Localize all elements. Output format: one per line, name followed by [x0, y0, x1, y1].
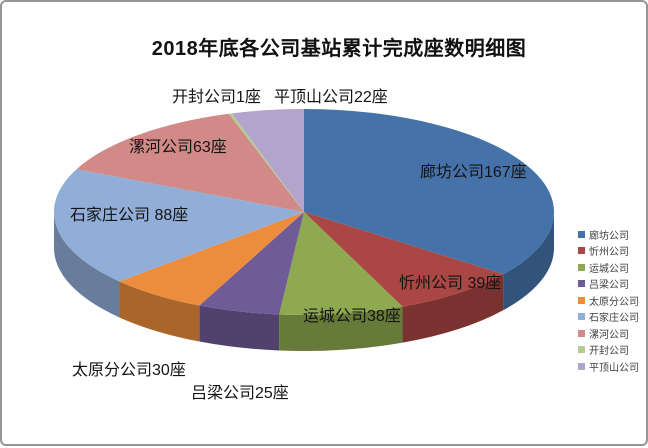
- legend-swatch-yuncheng: [578, 263, 585, 271]
- legend-label: 运城公司: [589, 263, 629, 275]
- legend-swatch-lvliang: [578, 280, 585, 288]
- legend-swatch-taiyuan: [578, 296, 585, 304]
- legend-label: 廊坊公司: [589, 230, 629, 242]
- pie-slice-rim-xinzhou[interactable]: [402, 274, 504, 343]
- pie-slice-langfang[interactable]: [304, 109, 555, 275]
- legend-label: 吕梁公司: [589, 280, 629, 292]
- legend-label: 平顶山公司: [589, 362, 639, 374]
- legend-label: 石家庄公司: [589, 313, 639, 325]
- legend-label: 忻州公司: [589, 247, 629, 259]
- pie-slice-kaifeng[interactable]: [228, 113, 304, 212]
- legend-item-xinzhou[interactable]: 忻州公司: [578, 243, 639, 260]
- legend-label: 漯河公司: [589, 329, 629, 341]
- pie-slice-yuncheng[interactable]: [279, 212, 403, 315]
- pie-slice-xinzhou[interactable]: [304, 212, 504, 307]
- legend-item-yuncheng[interactable]: 运城公司: [578, 259, 639, 276]
- pie-slice-luohe[interactable]: [76, 113, 304, 212]
- pie-slice-rim-shijiazhuang[interactable]: [54, 212, 120, 318]
- legend-item-luohe[interactable]: 漯河公司: [578, 325, 639, 342]
- legend-swatch-langfang: [578, 230, 585, 238]
- legend-item-pingdingshan[interactable]: 平顶山公司: [578, 358, 639, 375]
- pie-slice-taiyuan[interactable]: [119, 212, 304, 306]
- legend-item-shijiazhuang[interactable]: 石家庄公司: [578, 309, 639, 326]
- legend: 廊坊公司忻州公司运城公司吕梁公司太原分公司石家庄公司漯河公司开封公司平顶山公司: [578, 226, 639, 375]
- legend-swatch-luohe: [578, 329, 585, 337]
- legend-item-kaifeng[interactable]: 开封公司: [578, 342, 639, 359]
- legend-label: 开封公司: [589, 346, 629, 358]
- legend-swatch-xinzhou: [578, 247, 585, 255]
- chart-title: 2018年底各公司基站累计完成座数明细图: [151, 38, 527, 60]
- legend-item-langfang[interactable]: 廊坊公司: [578, 226, 639, 243]
- legend-label: 太原分公司: [589, 296, 639, 308]
- legend-item-lvliang[interactable]: 吕梁公司: [578, 276, 639, 293]
- pie-slice-shijiazhuang[interactable]: [54, 169, 304, 282]
- legend-swatch-shijiazhuang: [578, 313, 585, 321]
- legend-swatch-kaifeng: [578, 346, 585, 354]
- pie-slice-pingdingshan[interactable]: [231, 109, 304, 212]
- pie-slice-lvliang[interactable]: [199, 212, 304, 315]
- pie-slice-rim-taiyuan[interactable]: [119, 281, 200, 342]
- pie-slice-rim-langfang[interactable]: [503, 212, 554, 311]
- legend-item-taiyuan[interactable]: 太原分公司: [578, 292, 639, 309]
- pie-slice-rim-lvliang[interactable]: [199, 305, 280, 351]
- legend-swatch-pingdingshan: [578, 362, 585, 370]
- pie-slice-rim-yuncheng[interactable]: [279, 306, 403, 351]
